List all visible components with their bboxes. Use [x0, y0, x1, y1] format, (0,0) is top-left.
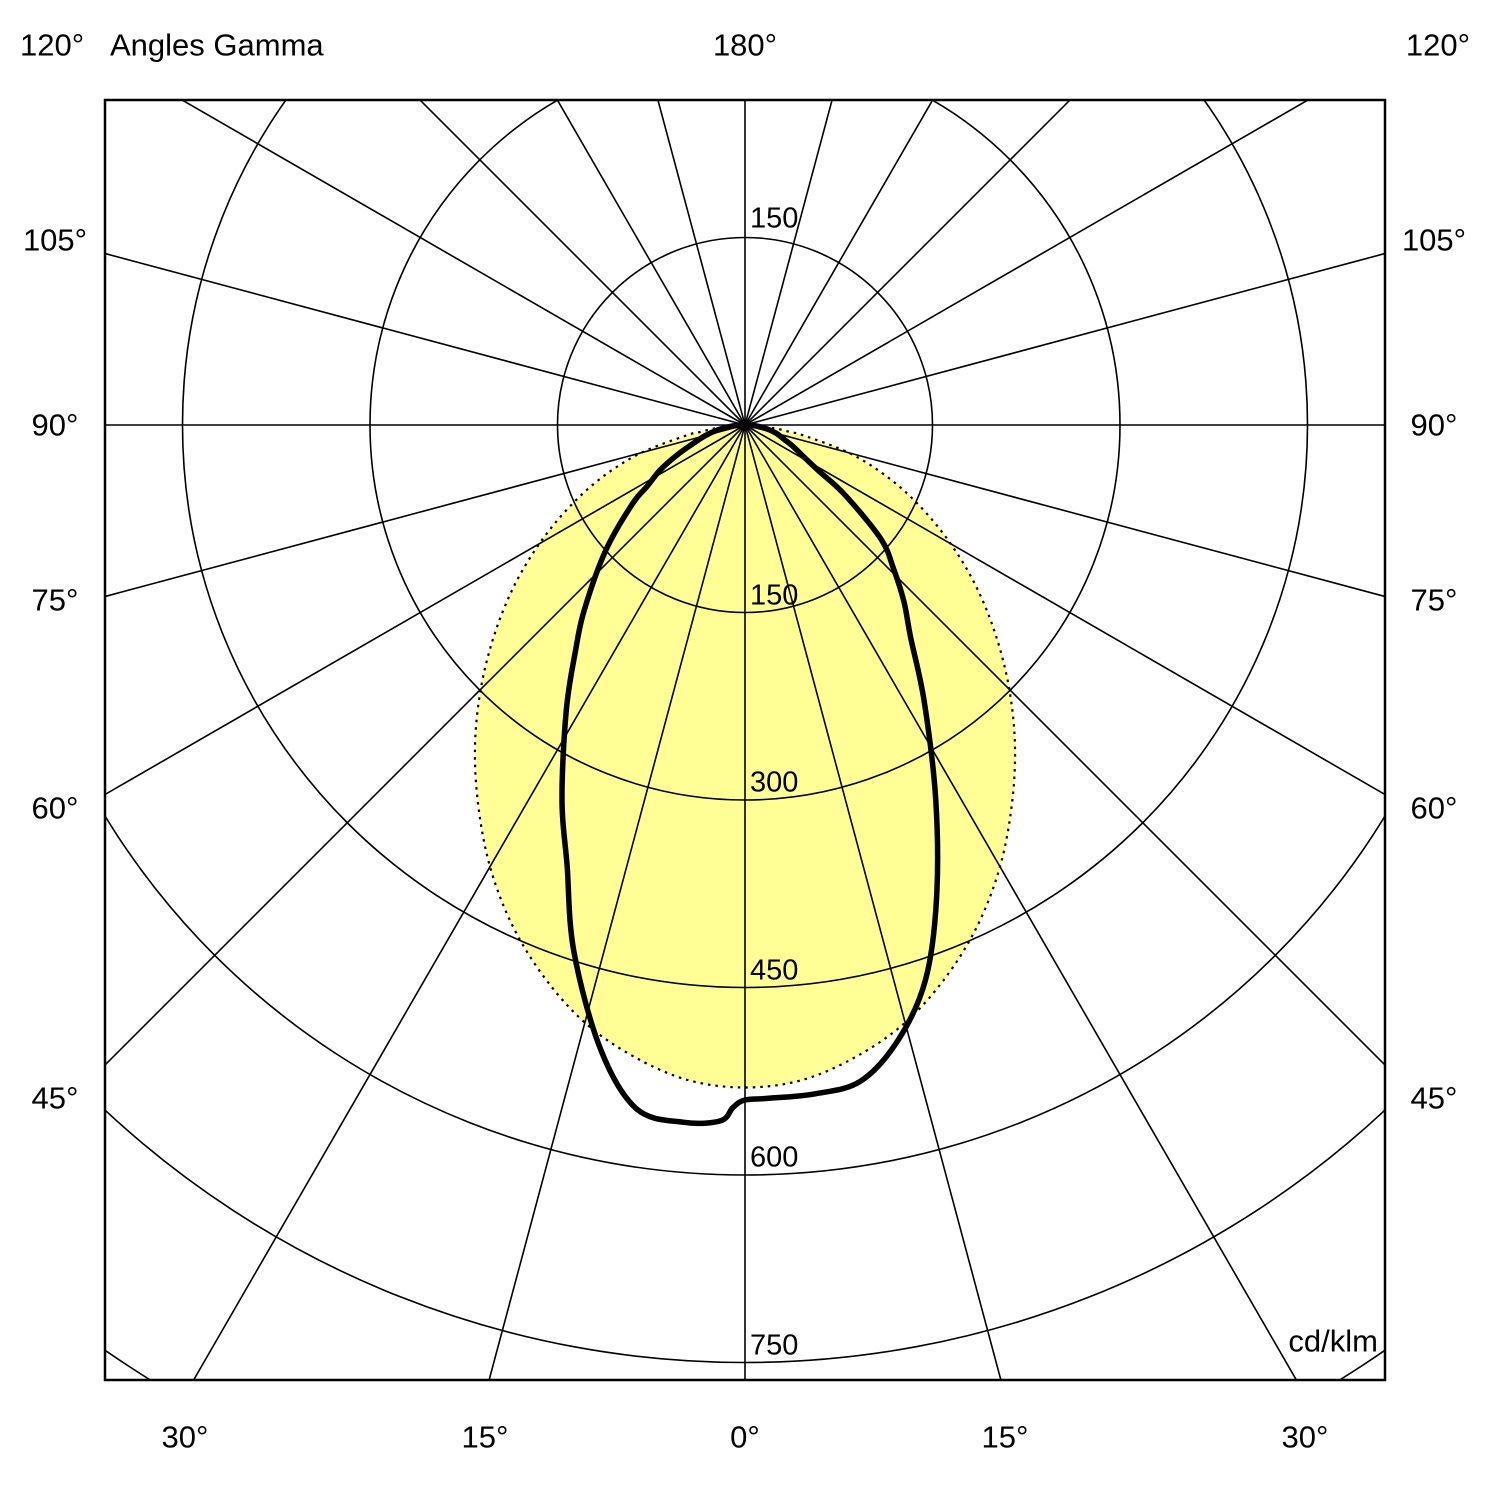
gamma-label-bottom: 15°: [981, 1419, 1029, 1455]
gamma-label-right: 90°: [1410, 407, 1458, 443]
radial-tick-label: 450: [750, 954, 799, 986]
radial-tick-label: 750: [750, 1329, 799, 1361]
curve-plane-C0-C180: [559, 422, 941, 1127]
grid-ray: [180, 100, 746, 426]
gamma-label-right: 105°: [1401, 222, 1467, 258]
chart-title: Angles Gamma: [110, 27, 324, 63]
gamma-label-right: 60°: [1410, 790, 1458, 826]
grid-ray: [488, 424, 746, 1380]
grid-ray: [192, 424, 746, 1380]
gamma-label-left: 75°: [31, 582, 79, 618]
gamma-label-left: 90°: [31, 407, 79, 443]
gamma-label-bottom: 30°: [1281, 1419, 1329, 1455]
grid-ray: [105, 252, 746, 426]
gamma-label-left: 45°: [31, 1080, 79, 1116]
grid-ray: [744, 424, 1385, 598]
grid-ray: [744, 424, 1002, 1380]
radial-tick-label: 150: [750, 579, 799, 611]
grid-ray: [418, 100, 746, 426]
grid-ray: [105, 424, 746, 1067]
gamma-label-top-center: 180°: [712, 27, 778, 63]
gamma-label-right: 75°: [1410, 582, 1458, 618]
gamma-label-bottom: 0°: [730, 1419, 760, 1455]
grid-ray: [744, 100, 833, 426]
radial-tick-label: 600: [750, 1141, 799, 1174]
gamma-label-bottom: 15°: [461, 1419, 509, 1455]
gamma-label-top-left: 120°: [20, 27, 85, 63]
gamma-label-top-right: 120°: [1405, 27, 1470, 63]
grid-ray: [744, 100, 1072, 426]
grid-ray: [744, 252, 1385, 426]
radial-tick-label-upper: 150: [750, 202, 799, 234]
grid-ray: [105, 424, 746, 796]
plot-border: [103, 98, 1387, 1382]
grid-ray: [105, 424, 746, 598]
gamma-label-left: 105°: [22, 222, 88, 258]
gamma-label-bottom: 30°: [161, 1419, 209, 1455]
gamma-label-left: 60°: [31, 790, 79, 826]
grid-ray: [744, 100, 1310, 426]
grid-ray: [744, 424, 1385, 1067]
grid-ray: [657, 100, 746, 426]
grid-ray: [744, 424, 1385, 796]
curve-plane-C90-C270-outline: [473, 423, 1017, 1089]
grid-ray: [556, 100, 746, 426]
curve-layer: [473, 422, 1017, 1127]
grid-ray: [744, 100, 934, 426]
gamma-label-right: 45°: [1410, 1080, 1458, 1116]
radial-tick-label: 300: [750, 766, 799, 799]
grid-ray: [744, 424, 1298, 1380]
unit-label: cd/klm: [1288, 1323, 1378, 1359]
